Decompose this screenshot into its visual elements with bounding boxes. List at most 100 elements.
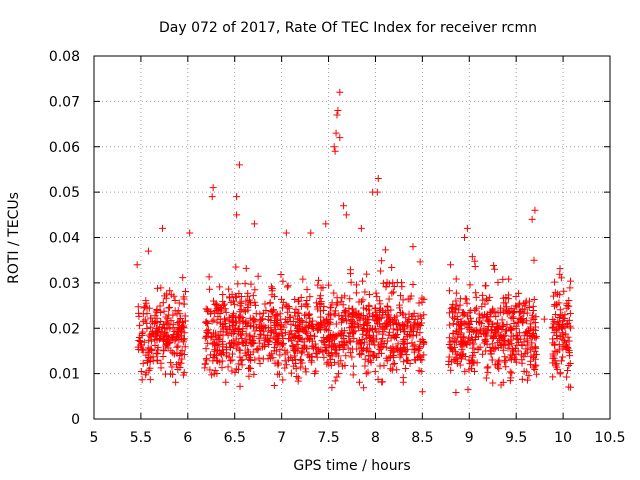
data-point	[247, 280, 255, 288]
data-point	[157, 364, 165, 372]
data-point	[507, 324, 515, 332]
data-point	[322, 347, 330, 355]
data-point	[264, 338, 272, 346]
data-point	[357, 339, 365, 347]
data-point	[563, 341, 571, 349]
data-point	[510, 354, 518, 362]
data-point	[211, 309, 219, 317]
data-point	[152, 349, 160, 357]
x-tick-label: 7.5	[317, 430, 339, 446]
data-point	[211, 301, 219, 309]
data-point	[303, 297, 311, 305]
data-point	[503, 327, 510, 335]
data-point	[173, 349, 181, 357]
data-point	[211, 346, 219, 354]
data-point	[253, 345, 261, 353]
data-point	[346, 349, 354, 357]
data-point	[205, 273, 213, 281]
data-point	[234, 280, 242, 288]
data-point	[470, 368, 478, 376]
data-point	[371, 368, 379, 376]
data-point	[330, 340, 338, 348]
data-point	[529, 307, 537, 315]
data-point	[382, 322, 390, 330]
data-point	[362, 331, 370, 339]
data-point	[457, 321, 465, 329]
data-point	[281, 357, 289, 365]
data-point	[390, 314, 398, 322]
data-point	[333, 373, 341, 381]
data-point	[255, 334, 263, 342]
data-point	[565, 337, 573, 345]
data-point	[567, 383, 575, 391]
data-point	[550, 302, 558, 310]
data-point	[239, 325, 247, 333]
data-point	[334, 106, 342, 114]
data-point	[505, 341, 513, 349]
data-point	[176, 363, 184, 371]
data-point	[498, 326, 506, 334]
data-point	[244, 348, 252, 356]
data-point	[563, 373, 571, 381]
data-point	[255, 354, 263, 362]
data-point	[154, 350, 162, 358]
data-point	[355, 324, 363, 332]
data-point	[297, 302, 305, 310]
x-tick-labels: 5 5.5 6 6.5 7 7.5 8 8.5 9 9.5 10 10.5	[90, 430, 626, 446]
data-point	[397, 292, 405, 300]
data-point	[376, 346, 384, 354]
data-point	[173, 330, 181, 338]
data-point	[339, 314, 347, 322]
data-point	[377, 344, 385, 352]
data-point	[453, 302, 461, 310]
data-point	[228, 367, 236, 375]
data-point	[260, 309, 268, 317]
data-point	[550, 320, 558, 328]
data-point	[310, 332, 318, 340]
data-point	[314, 326, 322, 334]
data-point	[405, 310, 413, 318]
data-point	[403, 332, 411, 340]
data-point	[307, 331, 315, 339]
x-tick-label: 8.5	[411, 430, 433, 446]
data-point	[209, 353, 217, 361]
data-point	[179, 274, 187, 282]
data-point	[245, 372, 253, 380]
data-point	[367, 334, 375, 342]
data-point	[216, 310, 224, 318]
data-point	[447, 305, 455, 313]
data-point	[313, 303, 321, 311]
data-point	[525, 304, 533, 312]
data-point	[501, 306, 509, 314]
data-point	[241, 280, 249, 288]
data-point	[277, 271, 285, 279]
data-point	[507, 305, 515, 313]
data-point	[506, 377, 514, 385]
x-tick-label: 9.5	[505, 430, 527, 446]
data-point	[458, 325, 466, 333]
data-point	[381, 246, 389, 254]
data-point	[389, 325, 397, 333]
data-point	[169, 334, 177, 342]
data-point	[228, 318, 236, 326]
data-point	[232, 314, 240, 322]
y-tick-label: 0.07	[49, 94, 80, 110]
data-point	[365, 348, 373, 356]
data-point	[373, 188, 381, 196]
data-point	[551, 278, 559, 286]
data-point	[362, 305, 370, 313]
data-point	[208, 193, 216, 201]
data-point	[171, 296, 179, 304]
data-point	[208, 371, 216, 379]
data-point	[168, 363, 176, 371]
data-point	[566, 359, 574, 367]
data-point	[153, 314, 161, 322]
data-point	[289, 317, 297, 325]
data-point	[256, 359, 264, 367]
data-point	[495, 356, 503, 364]
data-point	[480, 339, 488, 347]
x-tick-label: 7	[277, 430, 286, 446]
data-point	[357, 224, 365, 232]
data-point	[271, 314, 279, 322]
data-point	[518, 375, 526, 383]
